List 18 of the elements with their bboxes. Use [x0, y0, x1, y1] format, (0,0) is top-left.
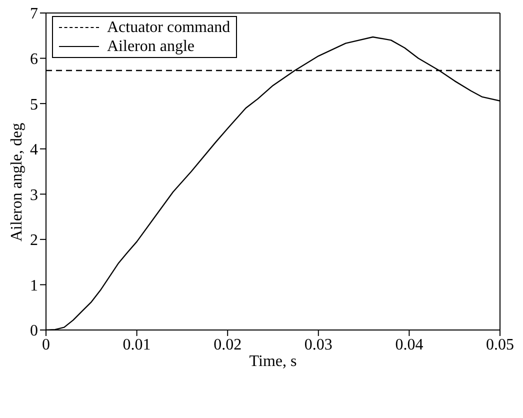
legend-label: Aileron angle	[107, 37, 195, 56]
x-tick-label: 0.03	[304, 336, 332, 354]
x-tick-label: 0.01	[122, 336, 151, 354]
y-tick-label: 3	[30, 186, 38, 204]
y-tick-label: 5	[30, 96, 38, 114]
y-tick-label: 7	[30, 6, 38, 23]
x-tick-label: 0.05	[486, 336, 514, 354]
y-tick-label: 4	[30, 142, 38, 159]
y-tick-label: 6	[30, 50, 38, 68]
x-tick-label: 0.04	[395, 336, 424, 354]
legend-label: Actuator command	[107, 18, 230, 37]
x-tick-label: 0.02	[214, 336, 242, 354]
y-tick-label: 0	[30, 322, 38, 340]
y-tick-label: 1	[30, 277, 38, 294]
x-tick-label: 0	[42, 336, 50, 354]
y-tick-label: 2	[30, 232, 38, 250]
y-axis-title: Aileron angle, deg	[8, 122, 26, 242]
x-axis-title: Time, s	[249, 353, 297, 370]
